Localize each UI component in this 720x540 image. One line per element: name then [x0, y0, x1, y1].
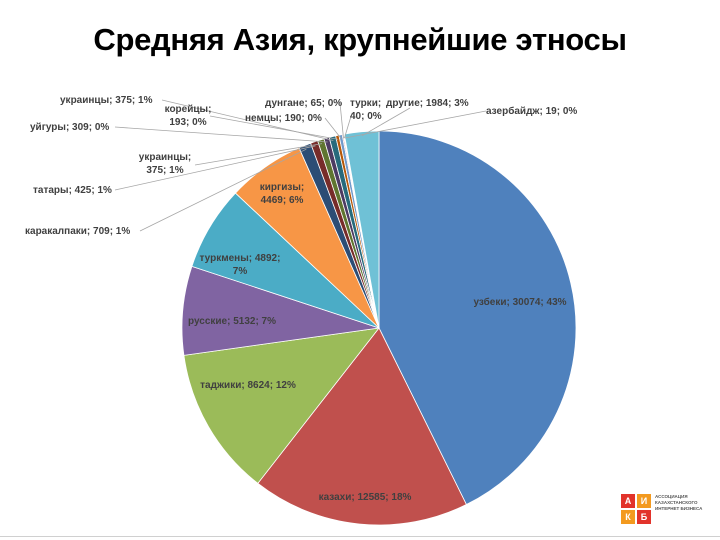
leader-line [161, 99, 334, 141]
data-label: дунгане; 65; 0% [265, 98, 342, 109]
leader-line [339, 102, 344, 139]
pie-slices [181, 130, 577, 526]
leader-line [209, 115, 339, 140]
data-label: казахи; 12585; 18% [319, 492, 412, 503]
leader-line [114, 126, 328, 143]
data-label: турки; 40; 0% [350, 98, 382, 122]
data-label: каракалпаки; 709; 1% [25, 226, 130, 237]
leader-line [139, 148, 307, 232]
data-label: украинцы; 375; 1% [139, 152, 191, 176]
leader-line [344, 110, 487, 139]
data-label: корейцы; 193; 0% [165, 104, 212, 128]
pie-slice [378, 130, 577, 506]
data-label: туркмены; 4892; 7% [200, 253, 281, 277]
pie-slice [183, 327, 380, 484]
slide-title: Средняя Азия, крупнейшие этносы [93, 22, 627, 57]
data-label: немцы; 190; 0% [245, 113, 322, 124]
data-label: татары; 425; 1% [33, 185, 112, 196]
leader-lines [114, 99, 487, 232]
leader-line [324, 117, 342, 139]
logo-letter-k: К [621, 510, 635, 524]
data-label: таджики; 8624; 12% [200, 380, 296, 391]
leader-line [114, 145, 316, 191]
company-logo: А И К Б АССОЦИАЦИЯ КАЗАХСТАНСКОГО ИНТЕРН… [615, 486, 720, 534]
logo-letter-b: Б [637, 510, 651, 524]
data-labels: узбеки; 30074; 43% казахи; 12585; 18% тадж… [25, 95, 577, 503]
data-label: киргизы; 4469; 6% [260, 182, 304, 206]
logo-letter-a: А [621, 494, 635, 508]
data-label: азербайдж; 19; 0% [486, 105, 577, 117]
logo-letter-i: И [637, 494, 651, 508]
data-label: русские; 5132; 7% [188, 316, 276, 327]
data-label: уйгуры; 309; 0% [30, 122, 109, 133]
logo-caption: АССОЦИАЦИЯ КАЗАХСТАНСКОГО ИНТЕРНЕТ БИЗНЕ… [655, 494, 703, 511]
data-label: узбеки; 30074; 43% [473, 296, 566, 308]
data-label: украинцы; 375; 1% [60, 95, 153, 106]
pie-slice [257, 327, 467, 526]
leader-line [344, 112, 353, 139]
leader-line [194, 143, 323, 166]
data-label: другие; 1984; 3% [386, 98, 469, 109]
pie-slice [343, 130, 380, 329]
leader-line [361, 107, 411, 137]
footer-divider [0, 536, 720, 537]
